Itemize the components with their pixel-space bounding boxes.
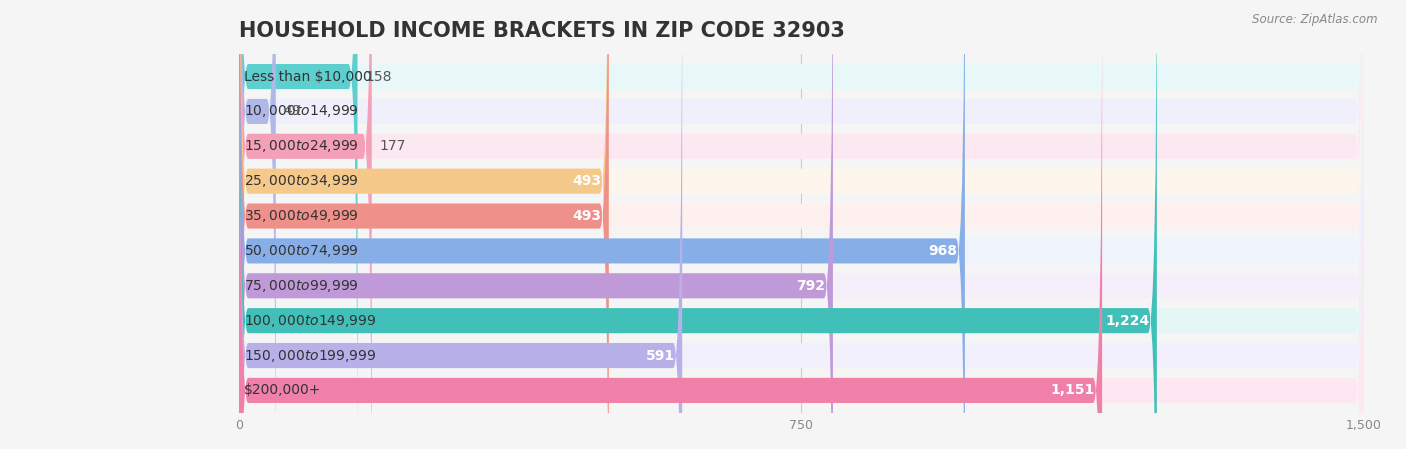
Text: 968: 968: [928, 244, 957, 258]
Text: 1,224: 1,224: [1105, 314, 1149, 328]
Text: 49: 49: [283, 105, 301, 119]
FancyBboxPatch shape: [239, 0, 1364, 449]
Text: HOUSEHOLD INCOME BRACKETS IN ZIP CODE 32903: HOUSEHOLD INCOME BRACKETS IN ZIP CODE 32…: [239, 21, 845, 41]
Text: $200,000+: $200,000+: [243, 383, 321, 397]
Text: 177: 177: [380, 139, 405, 153]
FancyBboxPatch shape: [239, 0, 1364, 449]
Text: 493: 493: [572, 209, 602, 223]
FancyBboxPatch shape: [239, 0, 371, 449]
Text: $150,000 to $199,999: $150,000 to $199,999: [243, 348, 375, 364]
FancyBboxPatch shape: [239, 0, 1364, 449]
FancyBboxPatch shape: [239, 0, 357, 449]
FancyBboxPatch shape: [239, 0, 276, 449]
FancyBboxPatch shape: [239, 0, 1364, 449]
FancyBboxPatch shape: [239, 0, 1364, 449]
Text: Source: ZipAtlas.com: Source: ZipAtlas.com: [1253, 13, 1378, 26]
FancyBboxPatch shape: [239, 0, 1364, 449]
Text: $10,000 to $14,999: $10,000 to $14,999: [243, 103, 359, 119]
Text: $100,000 to $149,999: $100,000 to $149,999: [243, 313, 375, 329]
Text: 158: 158: [366, 70, 391, 84]
FancyBboxPatch shape: [239, 0, 1364, 449]
Text: 493: 493: [572, 174, 602, 188]
FancyBboxPatch shape: [239, 0, 1364, 449]
Text: $25,000 to $34,999: $25,000 to $34,999: [243, 173, 359, 189]
FancyBboxPatch shape: [239, 0, 609, 449]
Text: $35,000 to $49,999: $35,000 to $49,999: [243, 208, 359, 224]
Text: 1,151: 1,151: [1050, 383, 1095, 397]
Text: 591: 591: [645, 348, 675, 362]
FancyBboxPatch shape: [239, 0, 965, 449]
FancyBboxPatch shape: [239, 0, 1364, 449]
FancyBboxPatch shape: [239, 0, 1157, 449]
FancyBboxPatch shape: [239, 0, 1364, 449]
Text: $50,000 to $74,999: $50,000 to $74,999: [243, 243, 359, 259]
FancyBboxPatch shape: [239, 0, 832, 449]
Text: 792: 792: [796, 279, 825, 293]
FancyBboxPatch shape: [239, 0, 1102, 449]
Text: Less than $10,000: Less than $10,000: [243, 70, 371, 84]
FancyBboxPatch shape: [239, 0, 609, 449]
Text: $15,000 to $24,999: $15,000 to $24,999: [243, 138, 359, 154]
FancyBboxPatch shape: [239, 0, 682, 449]
Text: $75,000 to $99,999: $75,000 to $99,999: [243, 278, 359, 294]
